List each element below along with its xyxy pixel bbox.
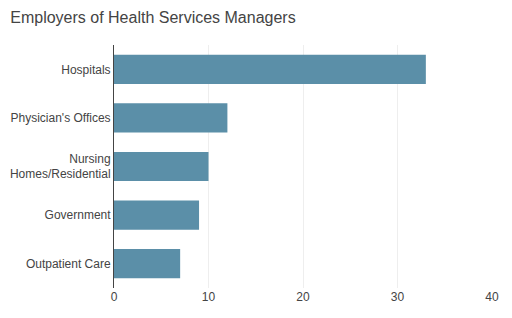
svg-text:NursingHomes/Residential: NursingHomes/Residential: [10, 152, 111, 182]
svg-text:10: 10: [202, 290, 216, 304]
svg-text:20: 20: [296, 290, 310, 304]
svg-text:Outpatient Care: Outpatient Care: [26, 257, 111, 271]
svg-text:0: 0: [111, 290, 118, 304]
svg-text:Government: Government: [45, 208, 112, 222]
svg-text:40: 40: [485, 290, 499, 304]
svg-text:Physician's Offices: Physician's Offices: [10, 111, 110, 125]
svg-text:30: 30: [391, 290, 405, 304]
svg-text:Employers of Health Services M: Employers of Health Services Managers: [10, 9, 295, 26]
svg-text:Hospitals: Hospitals: [61, 63, 110, 77]
